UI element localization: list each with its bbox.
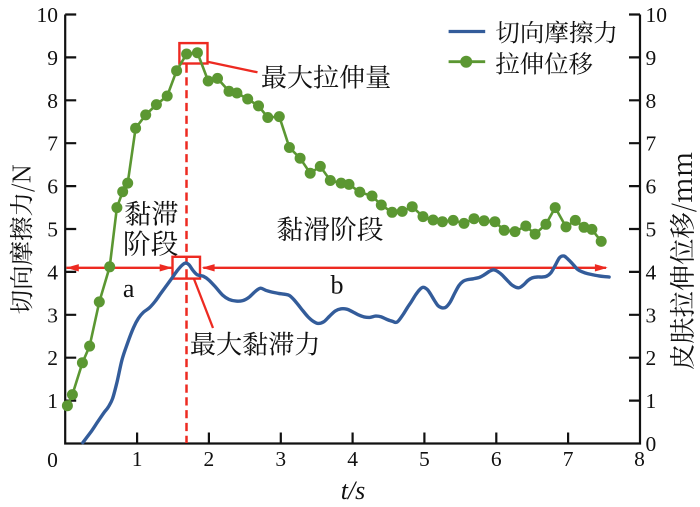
svg-text:8: 8	[646, 89, 657, 113]
svg-text:4: 4	[646, 260, 657, 284]
svg-text:8: 8	[634, 447, 645, 471]
svg-text:0: 0	[47, 448, 58, 472]
svg-text:6: 6	[491, 447, 502, 471]
svg-text:3: 3	[275, 447, 286, 471]
svg-text:5: 5	[419, 447, 430, 471]
svg-text:1: 1	[646, 389, 657, 413]
svg-text:1: 1	[47, 389, 58, 413]
svg-text:1: 1	[132, 447, 143, 471]
svg-text:7: 7	[646, 132, 657, 156]
svg-text:7: 7	[47, 132, 58, 156]
svg-text:10: 10	[646, 3, 668, 27]
svg-text:6: 6	[646, 175, 657, 199]
svg-text:9: 9	[646, 46, 657, 70]
svg-text:3: 3	[646, 303, 657, 327]
svg-text:8: 8	[47, 89, 58, 113]
svg-text:2: 2	[646, 346, 657, 370]
svg-text:4: 4	[347, 447, 358, 471]
svg-text:5: 5	[47, 218, 58, 242]
svg-text:t/s: t/s	[341, 476, 366, 505]
svg-text:3: 3	[47, 303, 58, 327]
svg-text:a: a	[123, 274, 135, 303]
svg-text:2: 2	[47, 346, 58, 370]
svg-text:6: 6	[47, 175, 58, 199]
svg-text:10: 10	[37, 3, 59, 27]
svg-text:4: 4	[47, 260, 58, 284]
svg-text:2: 2	[204, 447, 215, 471]
svg-text:9: 9	[47, 46, 58, 70]
svg-text:5: 5	[646, 218, 657, 242]
svg-text:b: b	[331, 271, 344, 300]
svg-text:0: 0	[646, 432, 657, 456]
svg-text:7: 7	[563, 447, 574, 471]
